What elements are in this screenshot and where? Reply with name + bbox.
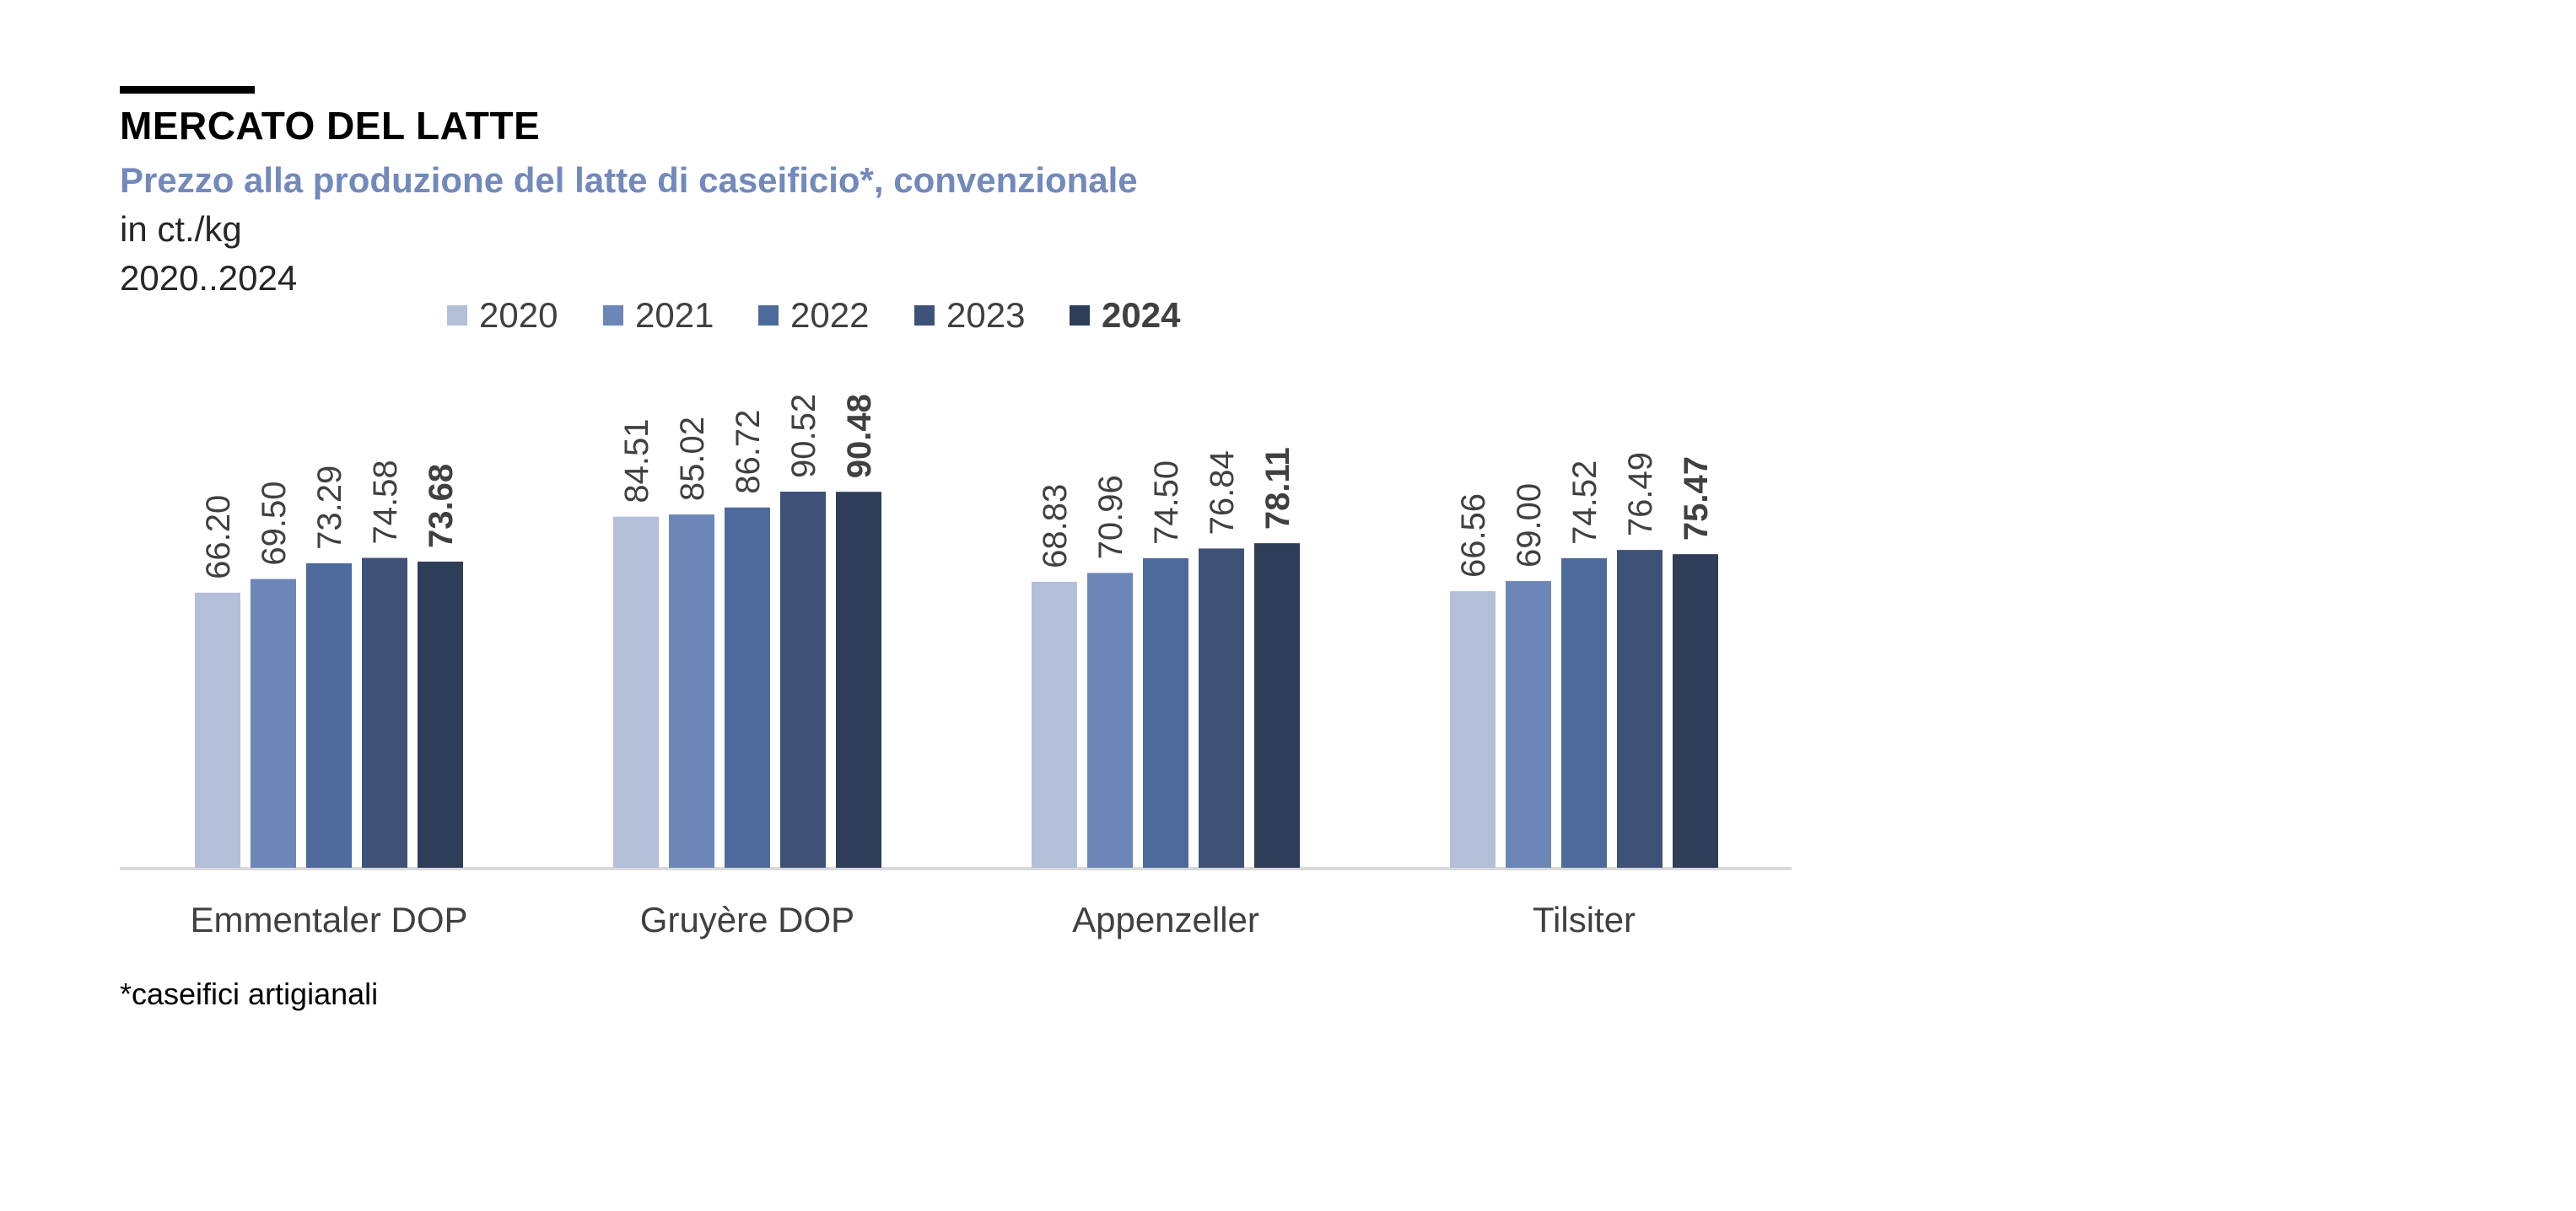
value-label: 86.72 (730, 410, 767, 494)
bar (1450, 591, 1495, 868)
bar (1617, 550, 1663, 868)
value-label: 90.48 (841, 394, 878, 478)
value-label: 66.20 (200, 495, 237, 579)
legend-swatch (603, 305, 623, 326)
value-label: 75.47 (1678, 456, 1715, 541)
category-label: Emmentaler DOP (190, 900, 467, 939)
value-label: 73.68 (423, 464, 460, 548)
legend-swatch (914, 305, 935, 326)
value-label: 74.58 (367, 460, 404, 544)
value-label: 68.83 (1037, 484, 1074, 568)
legend-swatch (1070, 305, 1090, 326)
legend-label: 2024 (1102, 295, 1181, 335)
legend-swatch (758, 305, 779, 326)
chart-title: MERCATO DEL LATTE (120, 104, 541, 148)
value-label: 90.52 (785, 394, 822, 478)
value-label: 74.52 (1566, 460, 1603, 545)
value-label: 78.11 (1259, 447, 1296, 530)
bar (669, 514, 714, 868)
value-label: 76.84 (1204, 450, 1241, 535)
bar (251, 579, 296, 868)
category-label: Tilsiter (1533, 900, 1636, 939)
value-label: 85.02 (674, 417, 711, 501)
legend-label: 2020 (479, 295, 558, 335)
value-label: 69.50 (256, 481, 293, 565)
bar (1199, 548, 1244, 868)
bar (1032, 581, 1077, 868)
value-label: 66.56 (1455, 493, 1492, 578)
value-label: 70.96 (1092, 475, 1129, 559)
category-label: Appenzeller (1072, 900, 1259, 939)
bar (836, 492, 881, 868)
bar (362, 557, 407, 868)
bar (1506, 581, 1551, 868)
chart-subtitle: Prezzo alla produzione del latte di case… (120, 160, 1138, 200)
bar (306, 562, 352, 868)
title-accent-bar (120, 86, 255, 94)
bar (1087, 573, 1133, 868)
value-label: 73.29 (311, 466, 348, 550)
category-label: Gruyère DOP (640, 900, 854, 939)
bar (1254, 543, 1300, 868)
bar (1561, 557, 1607, 868)
legend-label: 2022 (790, 295, 869, 335)
chart-period: 2020..2024 (120, 258, 298, 298)
footnote: *caseifici artigianali (120, 977, 379, 1011)
bar (1143, 557, 1188, 868)
bar (195, 592, 240, 868)
legend-label: 2023 (946, 295, 1025, 335)
bar (1673, 554, 1718, 868)
legend-swatch (447, 305, 467, 326)
bar (780, 492, 826, 868)
bar (613, 516, 659, 868)
legend-label: 2021 (635, 295, 714, 335)
value-label: 84.51 (618, 419, 655, 503)
bar (418, 561, 463, 868)
chart-unit: in ct./kg (120, 209, 242, 249)
value-label: 76.49 (1622, 452, 1659, 536)
bar (725, 507, 770, 868)
value-label: 69.00 (1511, 483, 1548, 568)
value-label: 74.50 (1148, 460, 1185, 545)
